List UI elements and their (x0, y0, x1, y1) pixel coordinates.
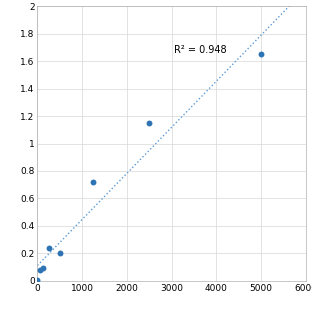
Point (147, 120, 152, 125)
Point (91, 179, 96, 184)
Point (38, 267, 43, 272)
Point (259, 52, 264, 57)
Point (41, 266, 46, 271)
Point (46, 245, 51, 250)
Point (57, 251, 62, 256)
Text: R² = 0.948: R² = 0.948 (174, 45, 227, 55)
Point (35, 277, 40, 282)
